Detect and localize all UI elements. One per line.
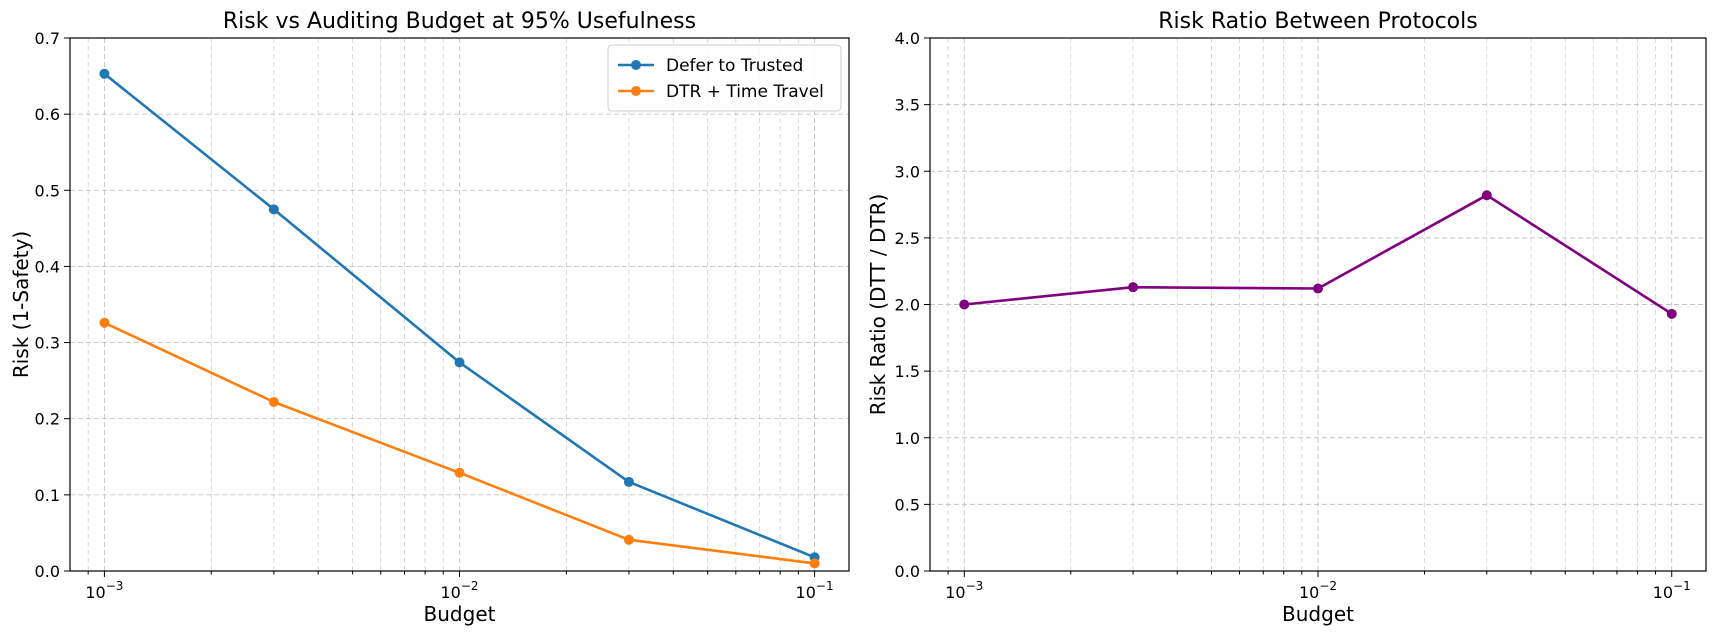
grid bbox=[70, 37, 849, 572]
x-axis-label: Budget bbox=[424, 602, 496, 626]
y-tick-label: 0.3 bbox=[35, 334, 60, 353]
data-point bbox=[959, 299, 970, 310]
data-point bbox=[1313, 283, 1323, 294]
data-point bbox=[809, 558, 820, 569]
x-tick-label: 10−2 bbox=[1299, 579, 1337, 602]
data-point bbox=[268, 204, 279, 215]
y-tick-label: 1.0 bbox=[895, 429, 920, 448]
y-tick-label: 1.5 bbox=[895, 362, 920, 381]
series-1 bbox=[99, 317, 820, 569]
y-tick-label: 0.5 bbox=[35, 181, 60, 200]
data-point bbox=[1666, 308, 1677, 319]
y-tick-label: 2.5 bbox=[895, 229, 920, 248]
legend-label: DTR + Time Travel bbox=[666, 82, 824, 102]
data-point bbox=[99, 317, 110, 328]
y-axis-label: Risk Ratio (DTT / DTR) bbox=[866, 194, 890, 416]
x-tick-label: 10−1 bbox=[796, 579, 834, 602]
legend: Defer to Trusted DTR + Time Travel bbox=[607, 44, 842, 112]
series-0 bbox=[959, 190, 1677, 319]
x-tick-label: 10−3 bbox=[85, 579, 123, 602]
y-tick-label: 0.1 bbox=[35, 486, 60, 505]
data-point bbox=[454, 467, 465, 478]
risk-ratio-panel: 0.0 0.5 1.0 1.5 2.0 2.5 3.0 3.5 4.0 10−3 10−2 10−1 R… bbox=[866, 9, 1707, 626]
chart-title: Risk Ratio Between Protocols bbox=[1158, 9, 1477, 34]
data-point bbox=[99, 68, 110, 79]
y-tick-label: 3.5 bbox=[895, 96, 920, 115]
y-tick-label: 0.7 bbox=[35, 29, 60, 48]
data-point bbox=[1128, 282, 1139, 293]
y-tick-label: 0.0 bbox=[35, 562, 60, 581]
x-tick-label: 10−2 bbox=[440, 579, 478, 602]
risk-vs-budget-panel: 0.0 0.1 0.2 0.3 0.4 0.5 0.6 0.7 10−3 10−2 10−1 Risk… bbox=[9, 9, 850, 626]
y-axis-label: Risk (1-Safety) bbox=[9, 231, 33, 378]
data-point bbox=[623, 534, 634, 545]
y-tick-label: 0.4 bbox=[35, 257, 60, 276]
y-tick-label: 2.0 bbox=[895, 296, 920, 315]
y-tick-label: 0.2 bbox=[35, 410, 60, 429]
legend-swatch-marker bbox=[631, 86, 641, 96]
x-axis-label: Budget bbox=[1282, 602, 1354, 626]
y-tick-label: 4.0 bbox=[895, 29, 920, 48]
y-tick-label: 0.6 bbox=[35, 105, 60, 124]
y-tick-label: 0.5 bbox=[895, 495, 920, 514]
data-point bbox=[623, 476, 634, 487]
legend-box bbox=[607, 44, 842, 112]
y-tick-label: 0.0 bbox=[895, 562, 920, 581]
y-tick-label: 3.0 bbox=[895, 162, 920, 181]
chart-title: Risk vs Auditing Budget at 95% Usefulnes… bbox=[223, 9, 696, 34]
legend-label: Defer to Trusted bbox=[666, 56, 803, 76]
series-0 bbox=[99, 68, 820, 563]
legend-swatch-marker bbox=[631, 60, 641, 70]
x-tick-label: 10−1 bbox=[1653, 579, 1691, 602]
data-point bbox=[268, 396, 279, 407]
grid bbox=[930, 37, 1706, 572]
data-point bbox=[454, 357, 465, 368]
data-point bbox=[1481, 190, 1492, 201]
x-tick-label: 10−3 bbox=[945, 579, 983, 602]
